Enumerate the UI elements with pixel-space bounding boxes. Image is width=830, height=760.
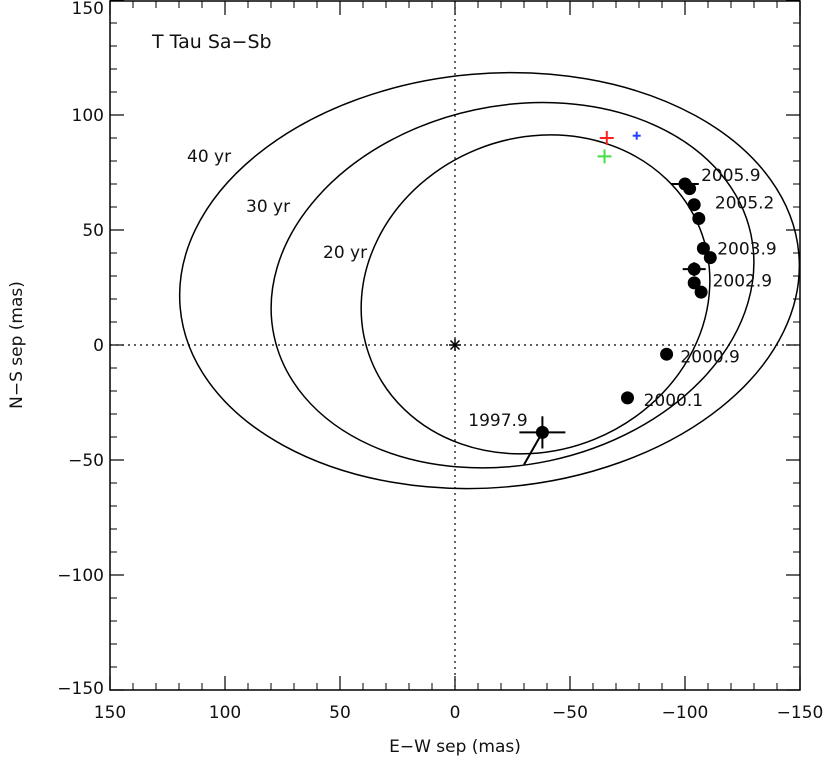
observation-point [694, 285, 708, 299]
x-tick-label: 100 [209, 703, 241, 723]
reference-lines [110, 1, 800, 690]
epoch-label: 2005.2 [715, 193, 774, 213]
orbit-ellipse [360, 134, 711, 455]
y-axis-title: N−S sep (mas) [7, 281, 27, 409]
observation-point [621, 391, 634, 405]
x-tick-label: −100 [662, 703, 709, 723]
observation-points [519, 177, 717, 466]
origin-star-marker [449, 339, 461, 351]
colored-markers [597, 131, 641, 164]
epoch-label: 2000.1 [644, 391, 703, 411]
colored-plus-marker [599, 131, 614, 145]
epoch-label: 1997.9 [468, 411, 527, 431]
observation-point [692, 212, 706, 225]
colored-plus-marker [597, 149, 612, 164]
colored-plus-marker [632, 131, 641, 140]
observation-point [660, 347, 674, 361]
orbit-period-label: 40 yr [187, 147, 231, 167]
residual-segment [523, 431, 544, 466]
orbit-ellipse [178, 71, 801, 490]
y-tick-label: −100 [57, 566, 104, 586]
x-tick-label: 150 [94, 703, 126, 723]
origin-star-stroke [449, 339, 461, 351]
epoch-label: 2002.9 [713, 272, 772, 292]
observation-point [696, 241, 710, 255]
orbit-period-label: 20 yr [323, 243, 367, 263]
y-tick-label: −150 [57, 679, 104, 699]
orbit-curves [178, 71, 801, 490]
x-tick-label: 50 [329, 703, 351, 723]
orbit-ellipse [270, 101, 755, 469]
x-tick-label: −50 [552, 703, 588, 723]
x-tick-label: −150 [777, 703, 824, 723]
x-axis-title: E−W sep (mas) [389, 737, 521, 757]
y-tick-label: 150 [72, 0, 104, 19]
x-tick-label: 0 [450, 703, 461, 723]
y-tick-label: 0 [93, 336, 104, 356]
observation-point [687, 262, 701, 276]
y-tick-label: 50 [82, 221, 104, 241]
y-tick-label: 100 [72, 106, 104, 126]
observation-point [687, 198, 701, 212]
axis-ticks: 150 100 50 0 −50 −100 −150 150 100 50 0 −50 −100 −150 [57, 0, 823, 723]
observation-point [678, 177, 692, 191]
y-tick-label: −50 [68, 451, 104, 471]
annotations: 40 yr 30 yr 20 yr 1997.9 2000.1 2000.9 2002.9 2… [187, 147, 777, 431]
epoch-label: 2005.9 [701, 166, 760, 186]
epoch-label: 2000.9 [680, 348, 739, 368]
chart-title: T Tau Sa−Sb [151, 31, 272, 53]
epoch-label: 2003.9 [717, 239, 776, 259]
orbit-period-label: 30 yr [246, 197, 290, 217]
observation-point [703, 251, 717, 265]
observation-point [687, 276, 701, 290]
